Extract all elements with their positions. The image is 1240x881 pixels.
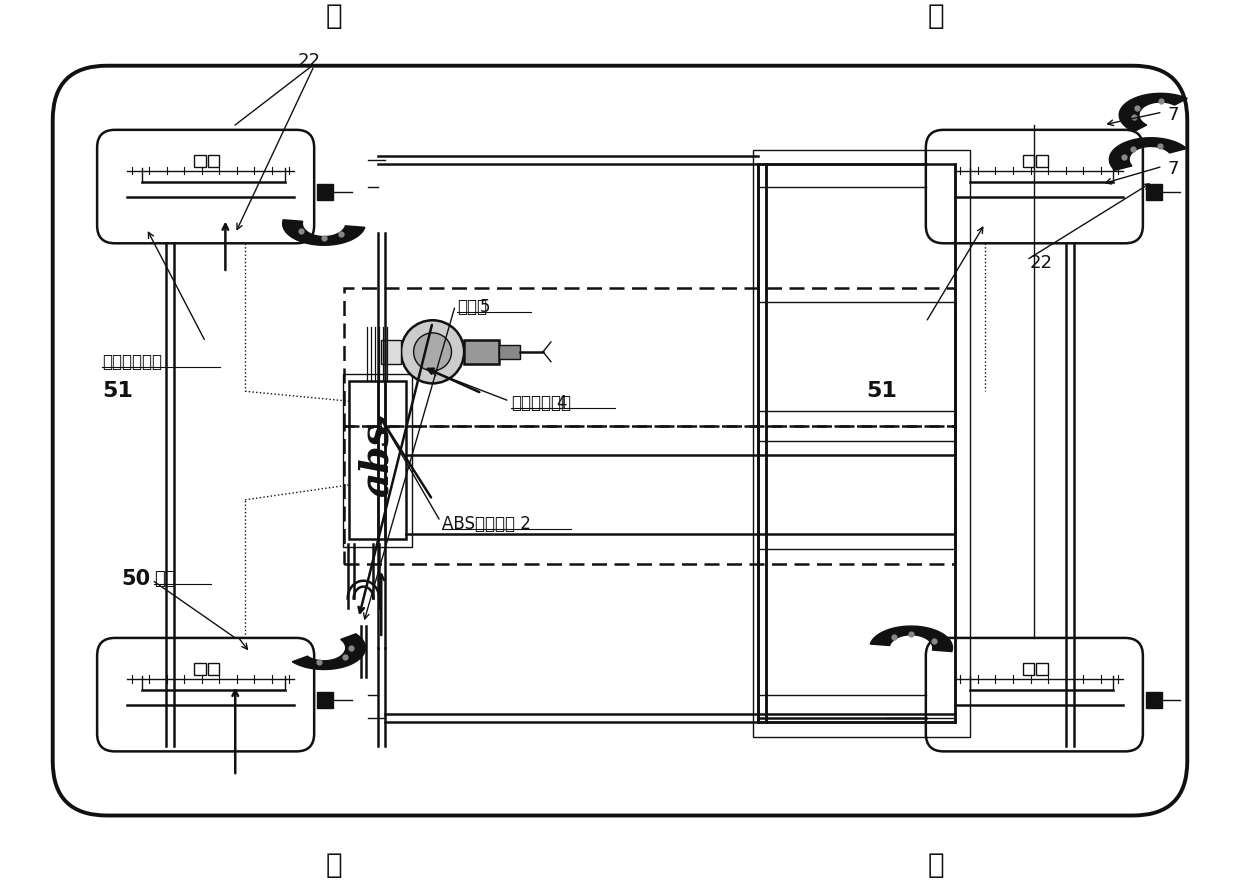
FancyBboxPatch shape bbox=[926, 130, 1143, 243]
Text: 4: 4 bbox=[556, 394, 567, 412]
Text: 22: 22 bbox=[1029, 254, 1053, 272]
Bar bbox=[193, 663, 206, 675]
FancyBboxPatch shape bbox=[97, 130, 314, 243]
FancyBboxPatch shape bbox=[926, 638, 1143, 751]
Text: 片: 片 bbox=[928, 3, 944, 30]
Text: abs: abs bbox=[358, 423, 397, 498]
Text: 音轮: 音轮 bbox=[154, 570, 176, 588]
Bar bbox=[343, 426, 956, 564]
Text: 片: 片 bbox=[928, 851, 944, 879]
Bar bbox=[1037, 155, 1048, 167]
Text: 22: 22 bbox=[298, 52, 321, 70]
Polygon shape bbox=[870, 626, 952, 652]
Bar bbox=[1146, 184, 1162, 200]
Bar bbox=[1037, 663, 1048, 675]
Polygon shape bbox=[283, 219, 365, 245]
Polygon shape bbox=[1120, 93, 1187, 131]
Circle shape bbox=[401, 321, 464, 383]
Bar bbox=[758, 165, 956, 722]
Circle shape bbox=[414, 333, 451, 371]
Text: 7: 7 bbox=[1168, 160, 1179, 178]
Bar bbox=[381, 340, 401, 364]
Text: 7: 7 bbox=[1168, 106, 1179, 124]
Bar bbox=[1023, 663, 1034, 675]
Bar bbox=[753, 150, 970, 737]
Text: 51: 51 bbox=[867, 381, 898, 401]
Polygon shape bbox=[1110, 137, 1187, 170]
Bar bbox=[207, 663, 219, 675]
FancyBboxPatch shape bbox=[53, 66, 1187, 816]
Text: 50: 50 bbox=[122, 569, 151, 589]
Text: 51: 51 bbox=[102, 381, 133, 401]
Bar bbox=[317, 184, 332, 200]
Bar bbox=[498, 344, 521, 359]
Text: 片: 片 bbox=[326, 851, 342, 879]
Text: 5: 5 bbox=[480, 299, 490, 316]
Text: 片: 片 bbox=[326, 3, 342, 30]
Bar bbox=[342, 374, 412, 547]
Bar bbox=[1023, 155, 1034, 167]
Text: 双联泵: 双联泵 bbox=[458, 299, 487, 316]
Bar bbox=[343, 288, 956, 426]
Text: ABS控制单元 2: ABS控制单元 2 bbox=[443, 515, 531, 534]
Bar bbox=[1146, 692, 1162, 708]
Bar bbox=[193, 155, 206, 167]
Bar bbox=[348, 381, 405, 539]
Bar bbox=[464, 340, 498, 364]
Text: 制动伺服单元: 制动伺服单元 bbox=[511, 394, 572, 412]
FancyBboxPatch shape bbox=[97, 638, 314, 751]
Polygon shape bbox=[293, 633, 366, 670]
Bar bbox=[317, 692, 332, 708]
Text: 转速计传感器: 转速计传感器 bbox=[102, 352, 162, 371]
Bar bbox=[207, 155, 219, 167]
